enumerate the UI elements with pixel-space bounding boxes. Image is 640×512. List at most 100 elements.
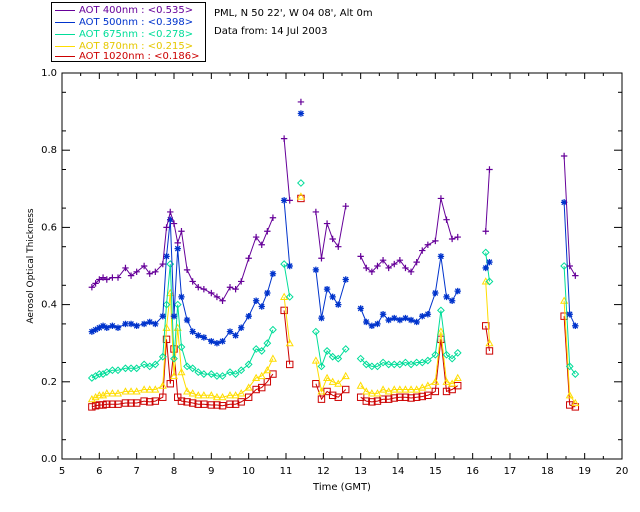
data-point	[238, 278, 245, 285]
data-point	[252, 297, 260, 304]
data-point	[379, 395, 387, 403]
data-point	[448, 235, 456, 243]
y-tick-label: 0.4	[41, 300, 57, 311]
data-point	[390, 360, 399, 369]
data-point	[323, 220, 331, 227]
data-point	[218, 402, 227, 410]
data-point	[269, 325, 277, 334]
data-point	[443, 216, 450, 223]
data-point	[572, 272, 579, 279]
data-point	[485, 347, 494, 355]
data-point	[244, 383, 253, 391]
data-point	[356, 381, 365, 389]
series-line-segment	[315, 206, 347, 259]
data-point	[183, 316, 191, 324]
data-point	[121, 399, 130, 407]
data-point	[571, 398, 580, 407]
data-point	[357, 253, 364, 260]
data-point	[268, 354, 277, 362]
legend-item-870nm: AOT 870nm : <0.215>	[55, 41, 193, 53]
series-line-segment	[315, 331, 347, 369]
data-point	[323, 285, 331, 293]
data-point	[140, 262, 148, 270]
series-line-segment	[283, 200, 291, 267]
data-point	[334, 379, 343, 387]
series-line-segment	[563, 155, 576, 276]
data-point	[442, 377, 451, 385]
data-point	[311, 327, 320, 336]
site-location: PML, N 50 22', W 04 08', Alt 0m	[214, 8, 373, 19]
data-point	[379, 257, 387, 264]
data-point	[297, 194, 305, 203]
series-line-segment	[360, 331, 459, 394]
data-point	[194, 400, 202, 408]
data-point	[363, 318, 370, 326]
data-point	[92, 280, 99, 287]
data-point	[108, 400, 117, 408]
series-layer	[87, 98, 580, 411]
data-point	[412, 358, 421, 367]
data-point	[335, 243, 342, 250]
data-point	[158, 352, 167, 361]
legend-swatch-500nm	[55, 21, 75, 23]
data-point	[269, 370, 277, 378]
series-line-segment	[91, 292, 274, 400]
data-point	[207, 401, 216, 409]
data-point	[401, 358, 410, 367]
data-point	[127, 272, 135, 279]
data-point	[412, 385, 421, 393]
legend-label-500nm: AOT 500nm : <0.398>	[79, 17, 194, 28]
data-point	[384, 360, 393, 369]
legend: AOT 400nm : <0.535> AOT 500nm : <0.398> …	[51, 2, 206, 62]
data-point	[424, 241, 432, 248]
data-point	[95, 401, 104, 409]
data-point	[318, 314, 325, 322]
data-point	[454, 287, 461, 295]
data-point	[334, 393, 342, 401]
data-point	[391, 314, 398, 322]
data-point	[481, 277, 490, 285]
data-point	[140, 385, 149, 393]
data-point	[318, 255, 325, 262]
data-point	[226, 368, 234, 377]
data-point	[244, 393, 253, 401]
data-point	[391, 260, 398, 268]
data-point	[368, 398, 376, 406]
data-point	[219, 338, 226, 345]
series-line-segment	[360, 198, 458, 273]
data-point	[108, 389, 117, 397]
data-date: Data from: 14 Jul 2003	[214, 26, 328, 37]
data-point	[396, 393, 404, 401]
data-point	[99, 274, 107, 281]
data-point	[140, 360, 149, 369]
data-point	[151, 385, 160, 393]
data-point	[127, 399, 135, 407]
data-point	[225, 391, 235, 399]
data-point	[99, 370, 107, 378]
series-line-segment	[283, 264, 291, 297]
data-point	[99, 401, 107, 409]
series-aot-675nm	[87, 179, 580, 382]
data-point	[177, 367, 186, 376]
data-point	[145, 385, 154, 393]
data-point	[269, 270, 277, 277]
data-point	[402, 264, 409, 272]
data-point	[114, 274, 122, 281]
data-point	[252, 373, 261, 381]
legend-swatch-400nm	[55, 9, 75, 11]
data-point	[237, 389, 246, 397]
legend-swatch-675nm	[55, 33, 75, 35]
data-point	[334, 354, 343, 363]
data-point	[151, 360, 160, 369]
data-point	[285, 292, 294, 301]
data-point	[323, 347, 331, 355]
data-point	[385, 264, 392, 272]
data-point	[194, 368, 203, 377]
data-point	[200, 400, 208, 408]
series-line-segment	[283, 138, 291, 201]
legend-swatch-870nm	[55, 45, 75, 47]
series-line-segment	[485, 281, 490, 344]
data-point	[170, 354, 178, 363]
data-point	[195, 332, 202, 339]
data-point	[159, 393, 167, 401]
